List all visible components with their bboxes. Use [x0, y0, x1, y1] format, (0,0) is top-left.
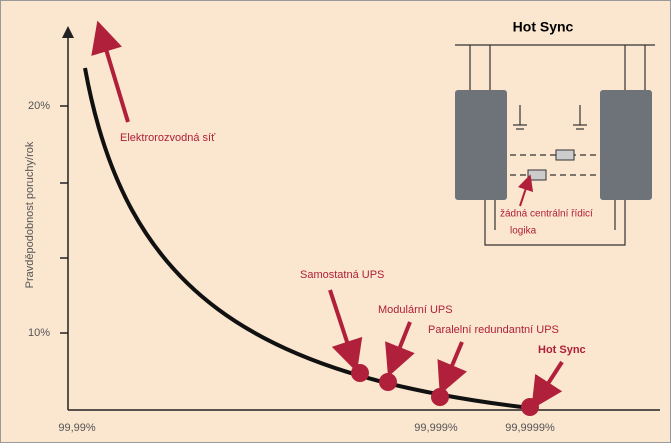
x-label: 99,99% [58, 422, 96, 434]
inset-title: Hot Sync [513, 19, 574, 35]
connector [556, 150, 574, 160]
y-label: 10% [28, 327, 50, 339]
annotation: Elektrorozvodná síť [120, 132, 216, 144]
annotation: Samostatná UPS [300, 269, 384, 281]
server [455, 90, 507, 200]
connector [528, 170, 546, 180]
background [1, 1, 671, 443]
inset-note: žádná centrální řídicí [500, 209, 593, 220]
infographic: Pravděpodobnost poruchy/rok 20% 10% 99,9… [0, 0, 671, 443]
annotation: Paralelní redundantní UPS [428, 324, 559, 336]
y-title: Pravděpodobnost poruchy/rok [24, 141, 36, 288]
inset-note: logika [510, 226, 537, 237]
x-label: 99,9999% [505, 422, 555, 434]
annotation: Hot Sync [538, 344, 586, 356]
server [600, 90, 652, 200]
x-label: 99,999% [414, 422, 458, 434]
y-label: 20% [28, 100, 50, 112]
annotation: Modulární UPS [378, 304, 453, 316]
